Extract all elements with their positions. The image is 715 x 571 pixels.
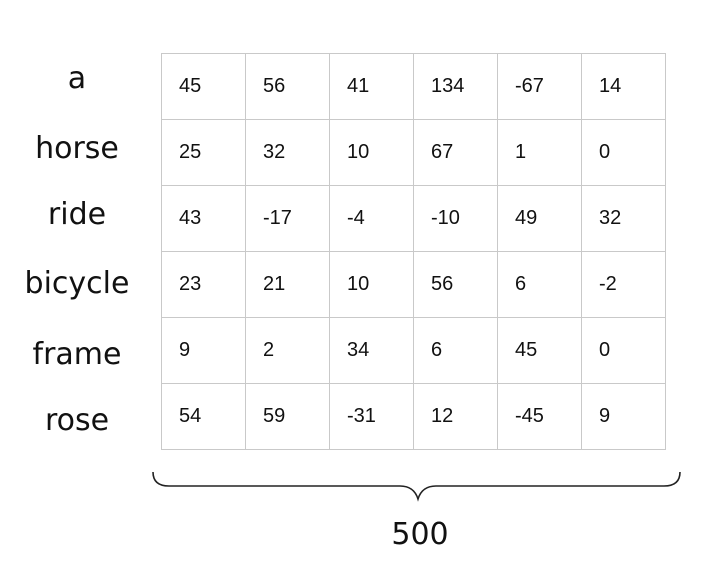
matrix-row: 23 21 10 56 6 -2	[161, 251, 666, 318]
matrix-cell: -67	[497, 53, 582, 120]
row-label-frame: frame	[32, 337, 122, 372]
matrix-cell: 32	[581, 185, 666, 252]
matrix-cell: 25	[161, 119, 246, 186]
matrix-cell: -31	[329, 383, 414, 450]
matrix-row: 45 56 41 134 -67 14	[161, 53, 666, 120]
row-label-horse: horse	[35, 131, 119, 166]
row-label-bicycle: bicycle	[24, 266, 130, 301]
row-label-ride: ride	[47, 197, 107, 232]
matrix-cell: 67	[413, 119, 498, 186]
matrix-cell: -4	[329, 185, 414, 252]
matrix-cell: 59	[245, 383, 330, 450]
matrix-cell: -17	[245, 185, 330, 252]
row-label-a: a	[67, 61, 87, 96]
matrix-cell: 9	[161, 317, 246, 384]
matrix-cell: 2	[245, 317, 330, 384]
matrix-cell: -10	[413, 185, 498, 252]
matrix-cell: 6	[497, 251, 582, 318]
matrix-cell: 1	[497, 119, 582, 186]
matrix-row: 43 -17 -4 -10 49 32	[161, 185, 666, 252]
matrix-cell: 41	[329, 53, 414, 120]
matrix-cell: 134	[413, 53, 498, 120]
matrix-row: 54 59 -31 12 -45 9	[161, 383, 666, 450]
dimension-label: 500	[391, 517, 449, 552]
matrix-cell: 9	[581, 383, 666, 450]
matrix-cell: 21	[245, 251, 330, 318]
matrix-cell: 12	[413, 383, 498, 450]
matrix-cell: 43	[161, 185, 246, 252]
row-label-rose: rose	[44, 403, 110, 438]
matrix-cell: 34	[329, 317, 414, 384]
value-matrix: 45 56 41 134 -67 14 25 32 10 67 1 0 43 -…	[161, 53, 666, 450]
matrix-cell: 0	[581, 119, 666, 186]
matrix-cell: 10	[329, 251, 414, 318]
matrix-row: 25 32 10 67 1 0	[161, 119, 666, 186]
matrix-cell: 54	[161, 383, 246, 450]
matrix-cell: 49	[497, 185, 582, 252]
matrix-cell: -45	[497, 383, 582, 450]
matrix-cell: 10	[329, 119, 414, 186]
matrix-cell: 0	[581, 317, 666, 384]
matrix-cell: 56	[245, 53, 330, 120]
